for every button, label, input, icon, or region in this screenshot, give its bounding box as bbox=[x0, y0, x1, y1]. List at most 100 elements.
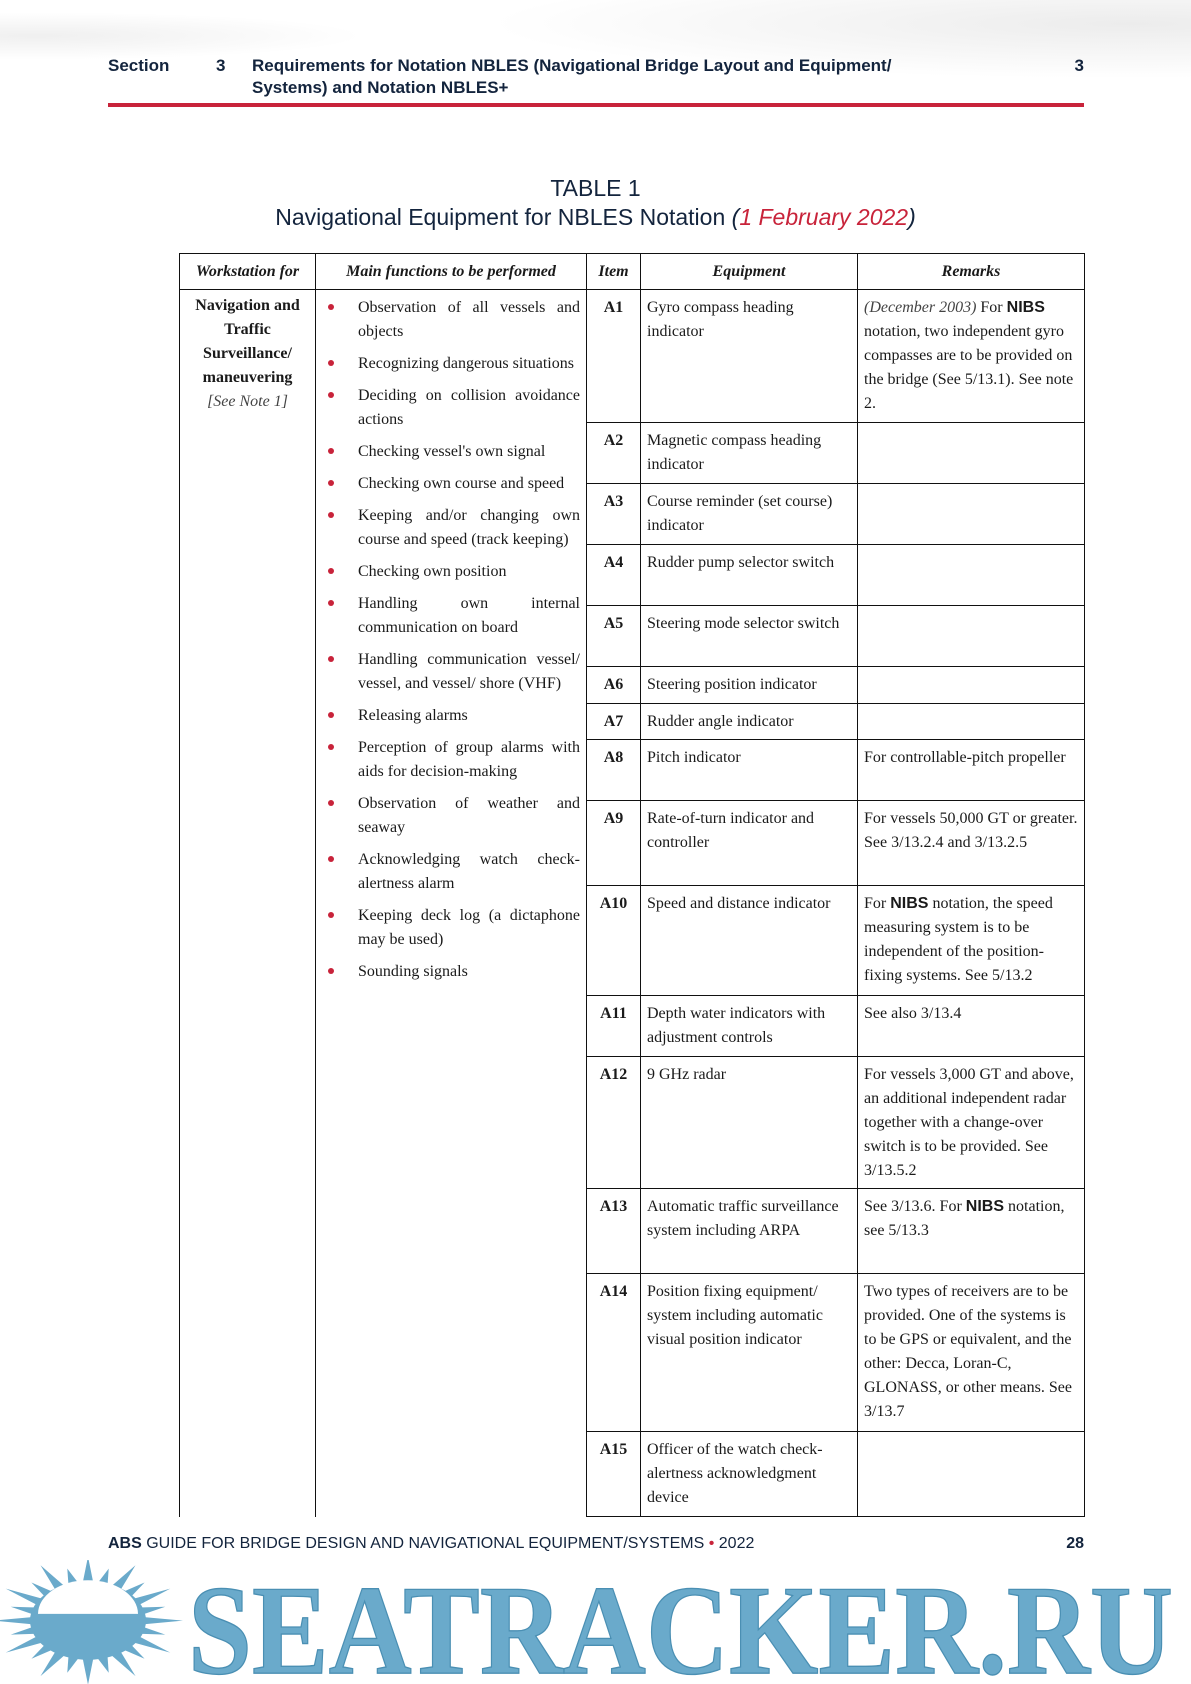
page-number: 28 bbox=[1066, 1535, 1084, 1552]
remark-text: Two types of receivers are to be provide… bbox=[864, 1283, 1072, 1420]
remark-text: For vessels 50,000 GT or greater. See 3/… bbox=[864, 810, 1078, 851]
equipment-cell: Position fixing equipment/ system includ… bbox=[640, 1273, 858, 1432]
sun-ray bbox=[96, 1655, 109, 1673]
section-number: 3 bbox=[216, 56, 226, 75]
table-title: Navigational Equipment for NBLES Notatio… bbox=[275, 204, 916, 230]
sun-ray bbox=[82, 1560, 94, 1584]
function-item: Perception of group alarms with aids for… bbox=[322, 736, 580, 784]
bullet-icon bbox=[328, 912, 334, 918]
functions-cell: Observation of all vessels and objects Re… bbox=[315, 289, 587, 1517]
remarks-cell bbox=[857, 605, 1085, 667]
table-row: A7 Rudder angle indicator bbox=[180, 703, 1085, 740]
bullet-icon bbox=[328, 800, 334, 806]
function-text: Handling own internal communication on b… bbox=[358, 595, 580, 636]
table-header-row: Workstation for Main functions to be per… bbox=[179, 253, 1085, 290]
item-cell: A13 bbox=[586, 1188, 641, 1274]
function-text: Observation of weather and seaway bbox=[358, 795, 580, 836]
equipment-cell: Course reminder (set course) indicator bbox=[640, 483, 858, 545]
item-cell: A12 bbox=[586, 1056, 641, 1189]
table-row: A8 Pitch indicator For controllable-pitch … bbox=[180, 739, 1085, 801]
remarks-cell bbox=[857, 703, 1085, 740]
item-cell: A4 bbox=[586, 544, 641, 606]
function-text: Checking own position bbox=[358, 563, 507, 580]
sun-ray bbox=[40, 1650, 66, 1677]
bullet-icon bbox=[328, 568, 334, 574]
function-text: Keeping and/or changing own course and s… bbox=[358, 507, 580, 548]
header-decoration bbox=[0, 0, 1191, 120]
workstation-note: [See Note 1] bbox=[207, 393, 288, 410]
bullet-icon bbox=[328, 480, 334, 486]
page-footer: ABS GUIDE FOR BRIDGE DESIGN AND NAVIGATI… bbox=[108, 1534, 1084, 1554]
sun-ray bbox=[139, 1606, 166, 1615]
sun-ray bbox=[132, 1635, 171, 1653]
function-item: Checking own course and speed bbox=[322, 472, 580, 496]
bullet-icon bbox=[328, 392, 334, 398]
function-text: Checking vessel's own signal bbox=[358, 443, 546, 460]
function-item: Handling own internal communication on b… bbox=[322, 592, 580, 640]
equipment-cell: Automatic traffic surveillance system in… bbox=[640, 1188, 858, 1274]
table-title-text: Navigational Equipment for NBLES Notatio… bbox=[275, 204, 726, 230]
table-row: A4 Rudder pump selector switch bbox=[180, 544, 1085, 606]
sun-ray bbox=[40, 1565, 66, 1591]
sun-ray bbox=[0, 1616, 34, 1625]
col-header: Equipment bbox=[640, 253, 858, 290]
sun-ray bbox=[132, 1588, 171, 1606]
remark-text: notation, see 5/13.3 bbox=[864, 1198, 1065, 1239]
function-item: Keeping and/or changing own course and s… bbox=[322, 504, 580, 552]
footer-year: 2022 bbox=[718, 1535, 755, 1552]
equipment-cell: Speed and distance indicator bbox=[640, 885, 858, 996]
function-text: Keeping deck log (a dictaphone may be us… bbox=[358, 907, 580, 948]
function-item: Observation of weather and seaway bbox=[322, 792, 580, 840]
watermark-text: SEATRACKER.RU bbox=[188, 1560, 1173, 1684]
footer-separator: • bbox=[708, 1535, 715, 1552]
workstation-name: Navigation and Traffic Surveillance/ man… bbox=[195, 297, 300, 386]
function-item: Releasing alarms bbox=[322, 704, 580, 728]
sun-ray bbox=[139, 1626, 166, 1635]
function-text: Checking own course and speed bbox=[358, 475, 565, 492]
function-text: Handling communication vessel/ vessel, a… bbox=[358, 651, 580, 692]
bullet-icon bbox=[328, 304, 334, 310]
remarks-cell: See 3/13.6. For NIBS notation, see 5/13.… bbox=[857, 1188, 1085, 1274]
item-cell: A3 bbox=[586, 483, 641, 545]
equipment-cell: Gyro compass heading indicator bbox=[640, 289, 858, 423]
equipment-cell: 9 GHz radar bbox=[640, 1056, 858, 1189]
footer-brand: ABS bbox=[108, 1535, 142, 1552]
item-cell: A10 bbox=[586, 885, 641, 996]
remarks-cell bbox=[857, 483, 1085, 545]
remark-text: NIBS bbox=[890, 895, 929, 912]
function-text: Perception of group alarms with aids for… bbox=[358, 739, 580, 780]
equipment-table: Workstation for Main functions to be per… bbox=[179, 253, 1085, 1517]
table-row: A5 Steering mode selector switch bbox=[180, 605, 1085, 667]
remark-text: For controllable-pitch propeller bbox=[864, 749, 1066, 766]
col-header: Main functions to be performed bbox=[315, 253, 587, 290]
equipment-cell: Depth water indicators with adjustment c… bbox=[640, 995, 858, 1057]
table-row: A9 Rate-of-turn indicator and controller F… bbox=[180, 800, 1085, 886]
bullet-icon bbox=[328, 512, 334, 518]
sun-ray bbox=[5, 1635, 44, 1653]
equipment-cell: Rudder pump selector switch bbox=[640, 544, 858, 606]
col-header: Workstation for bbox=[179, 253, 316, 290]
equipment-cell: Steering position indicator bbox=[640, 666, 858, 704]
remarks-cell: See also 3/13.4 bbox=[857, 995, 1085, 1057]
table-row: A15 Officer of the watch check-alertness … bbox=[180, 1431, 1085, 1517]
item-cell: A2 bbox=[586, 422, 641, 484]
remarks-cell: For controllable-pitch propeller bbox=[857, 739, 1085, 801]
equipment-cell: Pitch indicator bbox=[640, 739, 858, 801]
function-item: Checking own position bbox=[322, 560, 580, 584]
remark-text: For vessels 3,000 GT and above, an addit… bbox=[864, 1066, 1074, 1179]
function-item: Observation of all vessels and objects bbox=[322, 296, 580, 344]
table-row: A3 Course reminder (set course) indicator bbox=[180, 483, 1085, 545]
sun-ray bbox=[10, 1606, 37, 1615]
remarks-cell: (December 2003) For NIBS notation, two i… bbox=[857, 289, 1085, 423]
col-header: Item bbox=[586, 253, 641, 290]
watermark: SEATRACKER.RU bbox=[0, 1560, 1174, 1684]
equipment-cell: Magnetic compass heading indicator bbox=[640, 422, 858, 484]
equipment-cell: Officer of the watch check-alertness ack… bbox=[640, 1431, 858, 1517]
item-cell: A7 bbox=[586, 703, 641, 740]
col-header: Remarks bbox=[857, 253, 1085, 290]
bullet-icon bbox=[328, 656, 334, 662]
table-date: 1 February 2022 bbox=[739, 204, 909, 230]
function-item: Keeping deck log (a dictaphone may be us… bbox=[322, 904, 580, 952]
equipment-cell: Rudder angle indicator bbox=[640, 703, 858, 740]
function-item: Handling communication vessel/ vessel, a… bbox=[322, 648, 580, 696]
